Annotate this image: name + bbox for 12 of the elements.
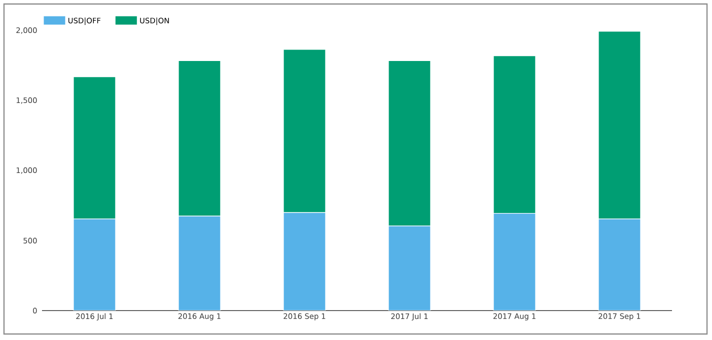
bar <box>283 212 326 311</box>
bar <box>73 218 116 311</box>
bar <box>388 226 431 311</box>
bar <box>493 56 536 214</box>
bar <box>598 218 641 311</box>
bar <box>178 216 221 311</box>
bar <box>283 49 326 213</box>
bar <box>178 60 221 216</box>
bar <box>493 213 536 311</box>
bar <box>73 76 116 220</box>
bar <box>598 30 641 220</box>
bar <box>388 60 431 226</box>
